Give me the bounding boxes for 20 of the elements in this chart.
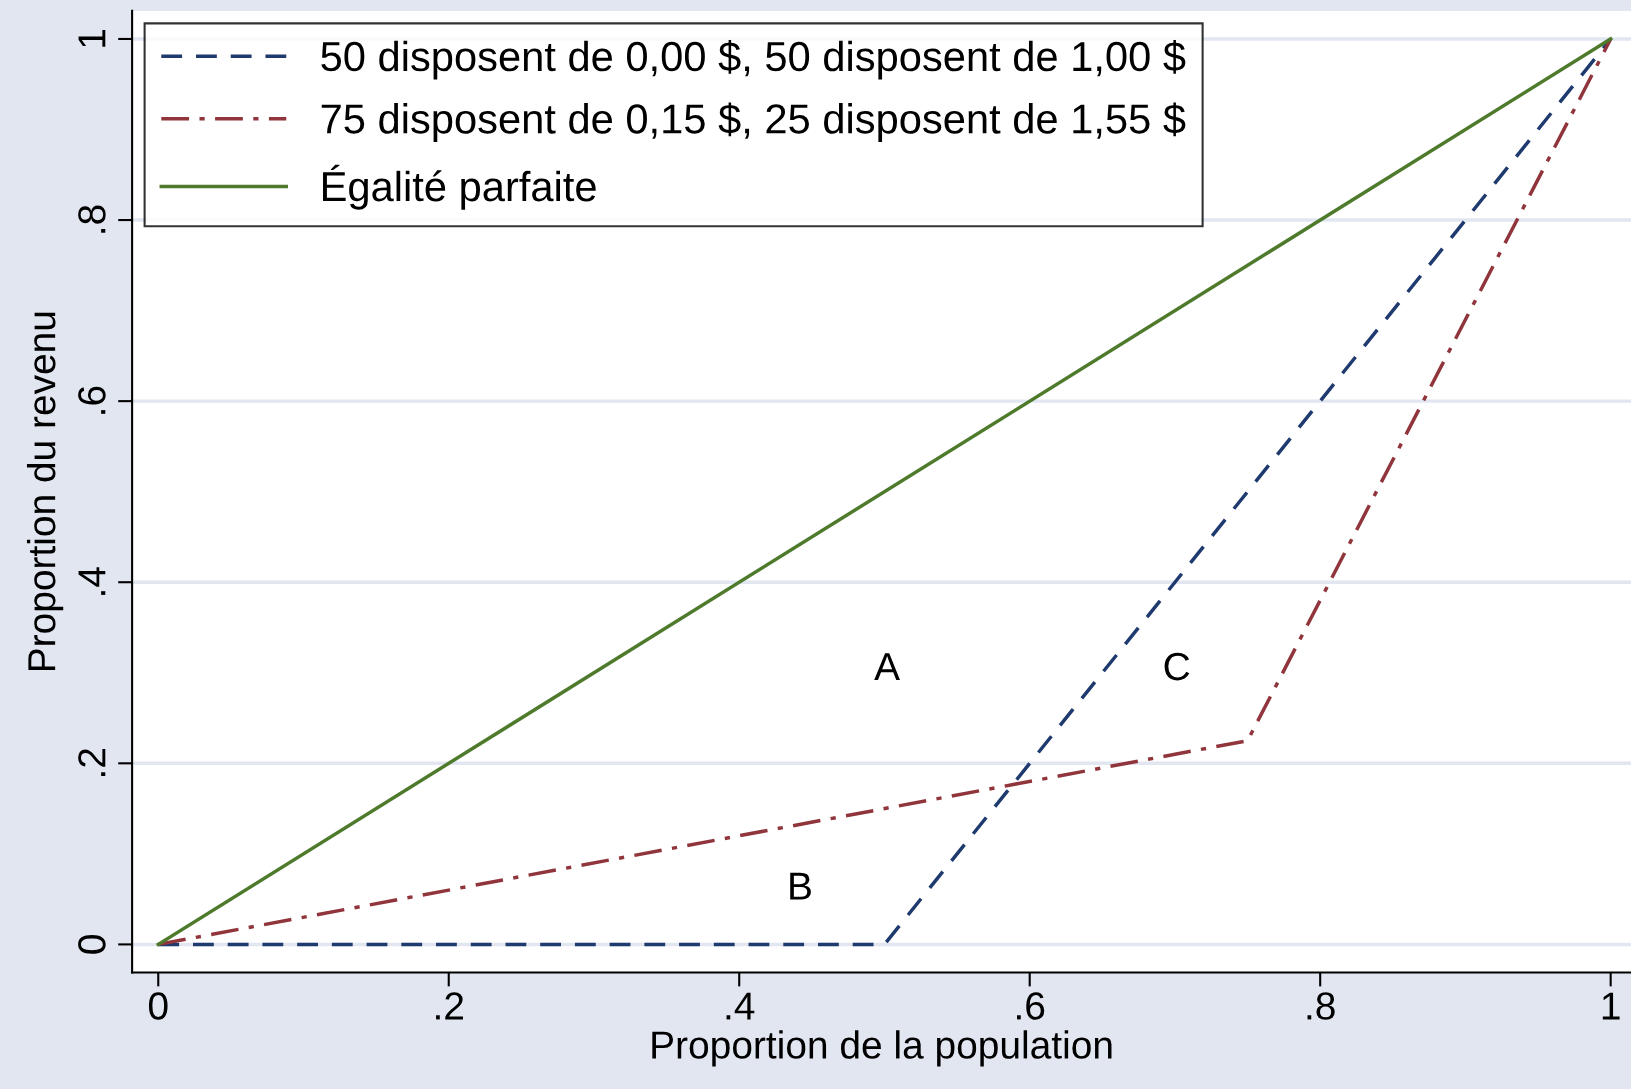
y-tick-label: .2 bbox=[78, 749, 106, 776]
y-axis-title: Proportion du revenu bbox=[26, 312, 64, 671]
legend-label: 50 disposent de 0,00 $, 50 disposent de 1,00 $ bbox=[321, 40, 1186, 80]
x-tick-label: 1 bbox=[1602, 992, 1620, 1020]
legend-label: Égalité parfaite bbox=[323, 164, 596, 210]
y-tick-label: .4 bbox=[78, 567, 106, 595]
annotation: A bbox=[874, 653, 900, 681]
x-tick-label: .2 bbox=[436, 992, 463, 1020]
y-tick-label: 0 bbox=[78, 935, 106, 954]
x-tick-label: .4 bbox=[726, 992, 755, 1020]
x-tick-label: .6 bbox=[1017, 992, 1045, 1020]
x-tick-label: .8 bbox=[1307, 992, 1335, 1020]
legend-label: 75 disposent de 0,15 $, 25 disposent de 1,55 $ bbox=[321, 102, 1186, 142]
y-tick-label: .8 bbox=[78, 205, 106, 233]
y-tick-label: 1 bbox=[78, 30, 106, 47]
x-tick-label: 0 bbox=[148, 992, 168, 1020]
annotation: C bbox=[1164, 652, 1190, 681]
x-axis-title: Proportion de la population bbox=[652, 1030, 1112, 1067]
y-tick-label: .6 bbox=[78, 386, 106, 414]
annotation: B bbox=[790, 872, 811, 900]
